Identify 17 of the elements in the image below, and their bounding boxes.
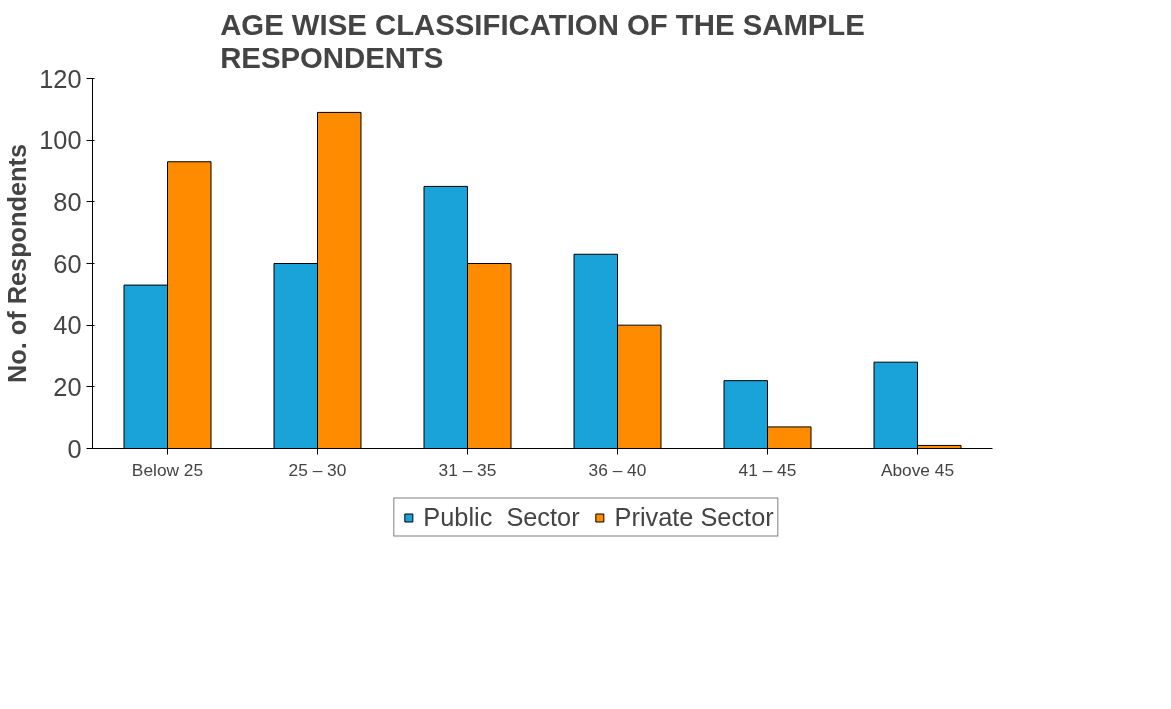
- x-tick-label: 36 – 40: [588, 459, 647, 480]
- chart-title: AGE WISE CLASSIFICATION OF THE SAMPLE RESPONDENTS: [220, 7, 865, 74]
- y-tick-label: 60: [53, 249, 82, 278]
- legend-label: Private Sector: [614, 502, 774, 532]
- y-tick-label: 120: [39, 64, 82, 93]
- y-tick-label: 20: [53, 372, 82, 401]
- legend-label: Public Sector: [423, 502, 580, 532]
- x-tick-label: Above 45: [880, 459, 955, 480]
- x-tick-label: 25 – 30: [288, 459, 347, 480]
- y-tick-label: 80: [53, 187, 82, 216]
- x-tick-label: 41 – 45: [738, 459, 797, 480]
- y-tick-label: 40: [53, 311, 82, 340]
- y-axis-title: No. of Respondents: [3, 143, 32, 384]
- y-tick-label: 100: [39, 126, 82, 155]
- y-tick-label: 0: [67, 434, 82, 463]
- x-tick-label: 31 – 35: [438, 459, 497, 480]
- x-tick-label: Below 25: [131, 459, 204, 480]
